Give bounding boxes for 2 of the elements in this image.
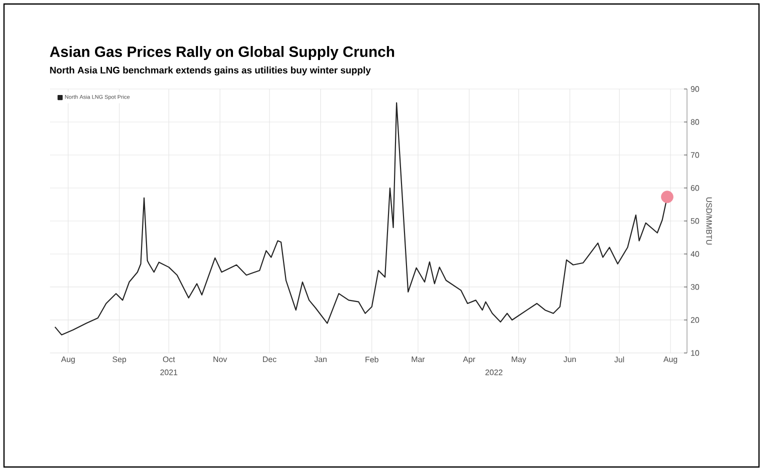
chart-title: Asian Gas Prices Rally on Global Supply Crunch bbox=[50, 46, 394, 60]
chart-subtitle: North Asia LNG benchmark extends gains as utilities buy winter supply bbox=[50, 66, 371, 76]
